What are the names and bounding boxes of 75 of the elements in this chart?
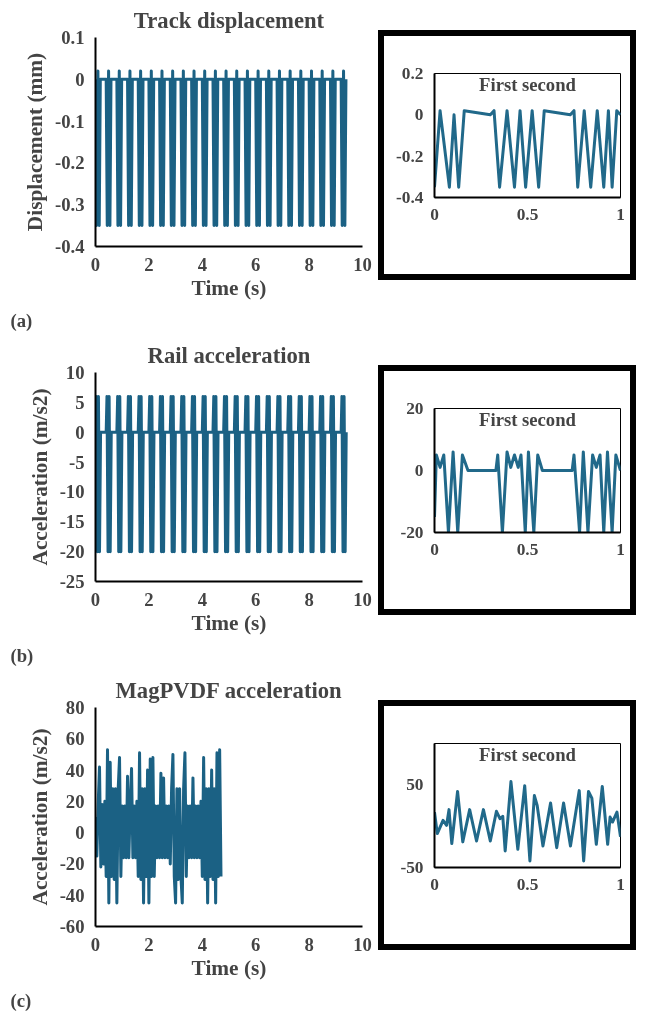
y-tick-label: -60 <box>59 916 85 937</box>
chart-title: First second <box>479 73 577 95</box>
x-tick-label: 6 <box>251 933 261 955</box>
x-tick-label: 0.5 <box>516 874 539 894</box>
line-series <box>95 748 223 905</box>
y-tick-label: -50 <box>400 858 424 877</box>
x-tick-label: 1 <box>616 874 625 894</box>
y-tick-label: -0.3 <box>54 194 85 216</box>
y-tick-label: -5 <box>68 451 85 473</box>
y-axis-title: Displacement (mm) <box>22 52 47 232</box>
x-tick-label: 0 <box>90 253 101 275</box>
y-tick-label: 10 <box>65 362 85 383</box>
x-tick-label: 10 <box>353 588 372 610</box>
chart-title: Rail acceleration <box>147 342 311 368</box>
y-tick-label: 20 <box>406 399 424 418</box>
x-tick-label: 0 <box>90 588 101 610</box>
chart-title: First second <box>479 743 577 765</box>
y-tick-label: -0.2 <box>396 146 424 166</box>
text: (c) <box>10 989 32 1012</box>
x-tick-label: 0 <box>430 539 439 559</box>
x-axis-title: Time (s) <box>191 275 267 300</box>
x-axis-title: Time (s) <box>191 610 267 635</box>
y-axis-title: Acceleration (m/s2) <box>27 728 52 906</box>
text: (a) <box>10 309 33 332</box>
y-tick-label: 0.2 <box>401 64 424 83</box>
x-tick-label: 10 <box>353 933 372 955</box>
x-tick-label: 6 <box>251 253 261 275</box>
x-tick-label: 8 <box>304 253 314 275</box>
x-axis-title: Time (s) <box>191 955 267 980</box>
y-tick-label: 0 <box>75 822 85 844</box>
y-tick-label: 0 <box>75 68 85 90</box>
x-tick-label: 0 <box>430 874 439 894</box>
y-tick-label: 0.1 <box>61 27 85 48</box>
y-tick-label: -15 <box>59 511 85 533</box>
x-tick-label: 0 <box>430 204 439 224</box>
y-tick-label: -25 <box>59 571 85 592</box>
y-tick-label: 50 <box>406 775 424 795</box>
y-tick-label: 0 <box>75 421 85 443</box>
y-tick-label: -20 <box>59 853 85 875</box>
y-tick-label: 20 <box>65 790 85 812</box>
y-tick-label: 0 <box>414 461 424 480</box>
y-tick-label: 40 <box>65 759 85 781</box>
x-tick-label: 1 <box>616 204 625 224</box>
y-tick-label: -0.4 <box>396 188 424 207</box>
chart-title: Track displacement <box>133 7 325 33</box>
y-tick-label: 60 <box>65 728 85 750</box>
x-tick-label: 4 <box>197 933 207 955</box>
text: (b) <box>10 644 34 667</box>
x-tick-label: 0 <box>90 933 101 955</box>
y-tick-label: -10 <box>59 481 85 503</box>
y-tick-label: -20 <box>59 541 85 563</box>
line-series <box>434 780 621 863</box>
y-tick-label: -0.2 <box>54 152 85 174</box>
x-tick-label: 2 <box>144 588 154 610</box>
y-tick-label: 80 <box>65 697 85 718</box>
x-tick-label: 8 <box>304 588 314 610</box>
x-tick-label: 4 <box>197 253 207 275</box>
y-tick-label: 0 <box>414 105 424 125</box>
y-tick-label: -20 <box>400 523 424 542</box>
x-tick-label: 0.5 <box>516 539 539 559</box>
x-tick-label: 0.5 <box>516 204 539 224</box>
x-tick-label: 10 <box>353 253 372 275</box>
y-tick-label: -0.4 <box>54 236 85 257</box>
x-tick-label: 6 <box>251 588 261 610</box>
y-tick-label: -40 <box>59 884 85 906</box>
y-axis-title: Acceleration (m/s2) <box>27 388 52 566</box>
x-tick-label: 8 <box>304 933 314 955</box>
x-tick-label: 1 <box>616 539 625 559</box>
x-tick-label: 2 <box>144 933 154 955</box>
y-tick-label: -0.1 <box>54 110 85 132</box>
y-tick-label: 5 <box>75 391 85 413</box>
chart-title: First second <box>479 408 577 430</box>
chart-title: MagPVDF acceleration <box>115 677 343 703</box>
x-tick-label: 2 <box>144 253 154 275</box>
x-tick-label: 4 <box>197 588 207 610</box>
